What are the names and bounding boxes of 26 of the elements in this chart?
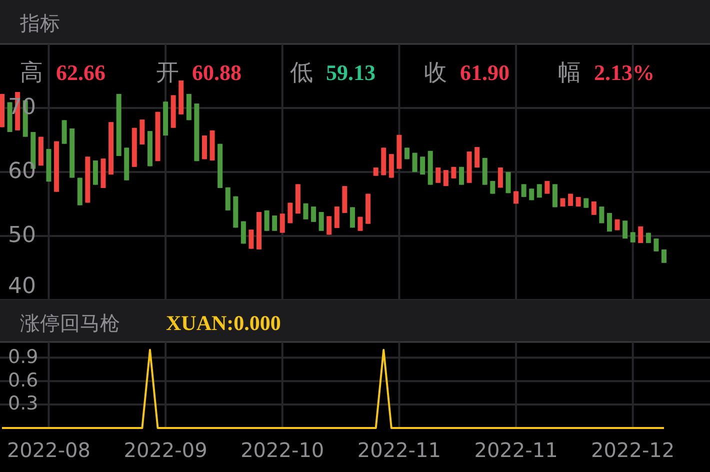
x-tick-label: 2022-10 — [240, 438, 324, 462]
x-tick-label: 2022-12 — [591, 438, 675, 462]
annotation: 60.88 — [192, 60, 242, 85]
annotation: 开 — [156, 60, 179, 86]
annotation: 2.13% — [594, 60, 654, 85]
annotation: 低 — [290, 60, 313, 86]
annotation: 62.66 — [56, 60, 106, 85]
series-label: XUAN:0.000 — [166, 311, 281, 335]
y-tick-label: 0.9 — [8, 346, 38, 368]
y-tick-label: 50 — [8, 223, 36, 248]
y-tick-label: 70 — [8, 95, 36, 120]
annotation: 收 — [424, 60, 447, 86]
annotation: 59.13 — [326, 60, 376, 85]
y-tick-label: 0.3 — [8, 392, 38, 415]
x-tick-label: 2022-11 — [357, 438, 441, 462]
x-tick-label: 2022-11 — [474, 438, 558, 462]
chart-title: 涨停回马枪 — [20, 311, 120, 335]
y-tick-label: 40 — [8, 274, 36, 300]
annotation: 高 — [20, 60, 43, 86]
annotation: 幅 — [558, 60, 581, 86]
y-tick-label: 0.6 — [8, 369, 38, 392]
x-tick-label: 2022-08 — [6, 438, 91, 462]
x-tick-label: 2022-09 — [124, 438, 208, 462]
y-tick-label: 60 — [8, 159, 36, 184]
chart-title: 指标 — [19, 11, 60, 35]
annotation: 61.90 — [460, 60, 510, 85]
